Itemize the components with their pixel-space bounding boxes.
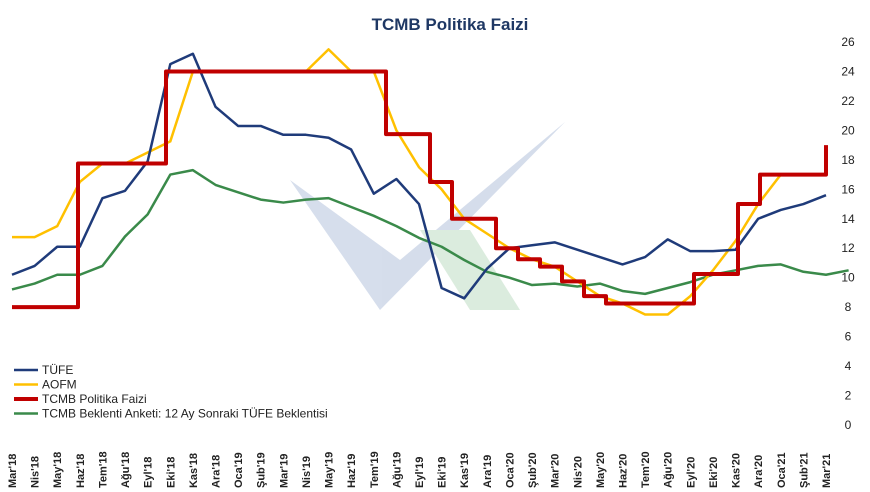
y-tick-label: 14 bbox=[841, 212, 855, 226]
legend-label: AOFM bbox=[42, 378, 77, 392]
y-tick-label: 8 bbox=[845, 300, 852, 314]
x-tick-label: May'19 bbox=[324, 452, 336, 488]
x-tick-label: Mar'19 bbox=[278, 454, 290, 488]
x-tick-label: Haz'19 bbox=[346, 454, 358, 488]
x-tick-label: Şub'19 bbox=[256, 452, 268, 488]
x-tick-label: Ara'18 bbox=[211, 455, 223, 488]
x-tick-label: Ara'19 bbox=[482, 455, 494, 488]
x-tick-label: Şub'21 bbox=[798, 452, 810, 488]
x-tick-label: Nis'19 bbox=[301, 456, 313, 488]
x-tick-label: Mar'21 bbox=[821, 454, 833, 488]
series-line-0 bbox=[11, 52, 827, 300]
x-tick-label: May'18 bbox=[52, 452, 64, 488]
x-tick-label: Ağu'18 bbox=[120, 452, 132, 488]
x-tick-label: Tem'18 bbox=[97, 451, 109, 488]
y-tick-label: 18 bbox=[841, 153, 855, 167]
x-tick-label: Kas'20 bbox=[731, 453, 743, 488]
y-tick-label: 26 bbox=[841, 35, 855, 49]
x-tick-label: Eyl'19 bbox=[414, 457, 426, 488]
x-tick-label: Ara'20 bbox=[753, 455, 765, 488]
x-tick-label: Şub'20 bbox=[527, 452, 539, 488]
y-tick-label: 12 bbox=[841, 241, 855, 255]
x-tick-label: Haz'18 bbox=[75, 454, 87, 488]
series-line-1 bbox=[12, 48, 826, 316]
x-tick-label: Eki'19 bbox=[437, 457, 449, 488]
legend-label: TCMB Politika Faizi bbox=[42, 392, 147, 406]
x-tick-label: Mar'18 bbox=[7, 454, 19, 488]
series-line-2 bbox=[12, 69, 828, 310]
x-tick-label: Ağu'20 bbox=[663, 452, 675, 488]
series-layer bbox=[11, 48, 849, 316]
y-tick-label: 4 bbox=[845, 359, 852, 373]
x-tick-label: May'20 bbox=[595, 452, 607, 488]
x-axis: Mar'18 Nis'18 May'18 Haz'18 Tem'18 Ağu'18 Eyl'… bbox=[7, 451, 833, 488]
x-tick-label: Tem'20 bbox=[640, 451, 652, 488]
x-tick-label: Nis'20 bbox=[572, 456, 584, 488]
y-tick-label: 6 bbox=[845, 330, 852, 344]
chart-title: TCMB Politika Faizi bbox=[372, 15, 529, 34]
x-tick-label: Eyl'18 bbox=[143, 457, 155, 488]
x-tick-label: Haz'20 bbox=[618, 454, 630, 488]
x-tick-label: Tem'19 bbox=[369, 451, 381, 488]
x-tick-label: Kas'18 bbox=[188, 453, 200, 488]
x-tick-label: Oca'21 bbox=[776, 452, 788, 488]
x-tick-label: Kas'19 bbox=[459, 453, 471, 488]
y-tick-label: 16 bbox=[841, 182, 855, 196]
x-tick-label: Eyl'20 bbox=[685, 457, 697, 488]
y-tick-label: 2 bbox=[845, 389, 852, 403]
x-tick-label: Nis'18 bbox=[30, 456, 42, 488]
legend-label: TCMB Beklenti Anketi: 12 Ay Sonraki TÜFE… bbox=[42, 407, 328, 421]
y-tick-label: 22 bbox=[841, 94, 855, 108]
x-tick-label: Ağu'19 bbox=[391, 452, 403, 488]
y-tick-label: 0 bbox=[845, 418, 852, 432]
y-tick-label: 20 bbox=[841, 123, 855, 137]
y-tick-label: 10 bbox=[841, 271, 855, 285]
legend-label: TÜFE bbox=[42, 363, 73, 377]
x-tick-label: Eki'18 bbox=[165, 457, 177, 488]
x-tick-label: Eki'20 bbox=[708, 457, 720, 488]
x-tick-label: Mar'20 bbox=[550, 454, 562, 488]
y-tick-label: 24 bbox=[841, 64, 855, 78]
x-tick-label: Oca'19 bbox=[233, 452, 245, 488]
x-tick-label: Oca'20 bbox=[504, 452, 516, 488]
